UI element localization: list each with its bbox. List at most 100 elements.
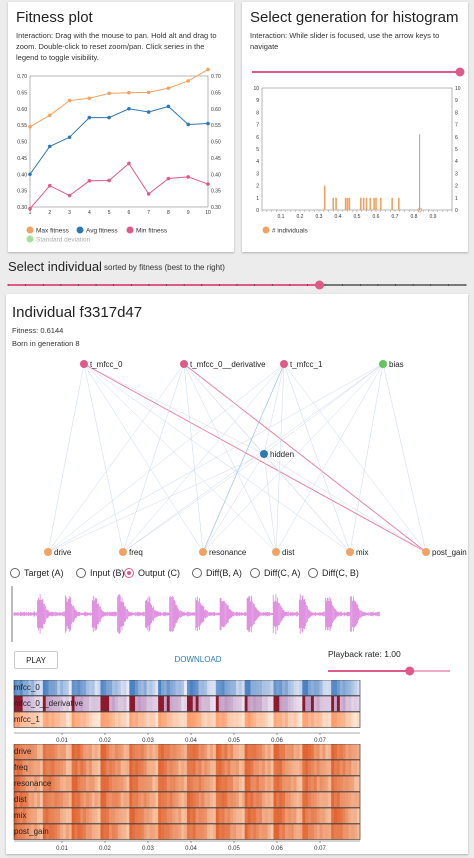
legend-label[interactable]: Avg fitness — [86, 228, 118, 235]
heatmap-cell — [91, 808, 96, 824]
data-point — [127, 106, 131, 111]
x-tick-label: 0.8 — [411, 214, 418, 220]
heatmap-cell — [117, 808, 121, 824]
heatmap-cell — [71, 792, 75, 808]
heatmap-cell — [88, 744, 93, 760]
heatmap-cell — [201, 712, 205, 728]
legend-swatch[interactable] — [26, 226, 34, 234]
heatmap-cell — [137, 744, 142, 760]
legend-swatch[interactable] — [126, 226, 134, 234]
heatmap-cell — [181, 776, 185, 792]
radio-option[interactable]: Target (A) — [10, 568, 64, 578]
generation-slider[interactable] — [242, 65, 468, 79]
plot-frame — [29, 75, 209, 208]
heatmap-cell — [106, 808, 110, 824]
radio-button[interactable] — [250, 568, 260, 578]
heatmap-cell — [91, 792, 96, 808]
heatmap-cell — [238, 680, 243, 696]
heatmap-cell — [60, 712, 64, 728]
heatmap-cell — [16, 760, 21, 776]
heatmap-cell — [112, 760, 116, 776]
radio-option[interactable]: Input (B) — [76, 568, 125, 578]
legend-label[interactable]: Max fitness — [36, 228, 70, 235]
rate-slider-thumb[interactable] — [405, 666, 415, 676]
heatmap-cell — [109, 696, 113, 712]
x-tick-label: 0.9 — [430, 214, 437, 220]
histogram-card: Select generation for histogram Interact… — [242, 2, 468, 252]
heatmap-cell — [39, 808, 44, 824]
heatmap-cell — [319, 696, 323, 712]
heatmap-cell — [19, 824, 23, 840]
histogram-bar — [348, 197, 351, 210]
heatmap-cell — [83, 712, 87, 728]
data-point — [67, 135, 72, 140]
heatmap-cell — [218, 808, 222, 824]
fitness-line-chart[interactable]: 0.30 0.30 0.35 0.35 0.40 0.40 0.45 0.45 0.50 0.50… — [8, 62, 234, 252]
heatmap-cell — [63, 808, 67, 824]
heatmap-cell — [302, 696, 306, 712]
heatmap-cell — [325, 696, 329, 712]
heatmap-cell — [97, 808, 101, 824]
heatmap-cell — [34, 824, 38, 840]
heatmap-cell — [238, 712, 243, 728]
waveform — [11, 586, 380, 642]
radio-button[interactable] — [10, 568, 20, 578]
radio-button[interactable] — [124, 568, 134, 578]
y-tick-label-left: 0.55 — [17, 123, 27, 129]
heatmap-cell — [146, 808, 150, 824]
heatmap-cell — [218, 776, 222, 792]
heatmap-cell — [28, 808, 32, 824]
heatmap-cell — [155, 776, 159, 792]
generation-slider-thumb[interactable] — [455, 67, 465, 77]
heatmap-cell — [126, 680, 130, 696]
heatmap-cell — [25, 744, 29, 760]
heatmap-cell — [109, 760, 113, 776]
connection — [202, 363, 285, 553]
heatmap-cell — [106, 760, 110, 776]
radio-button[interactable] — [192, 568, 202, 578]
radio-option[interactable]: Output (C) — [124, 568, 180, 578]
heatmap-cell — [210, 696, 214, 712]
playback-rate-slider[interactable] — [324, 664, 454, 678]
heatmap-cell — [230, 792, 234, 808]
heatmap-cell — [308, 792, 312, 808]
y-tick-label-left: 6 — [256, 135, 259, 141]
individual-slider[interactable] — [4, 278, 470, 292]
heatmap-cell — [103, 712, 107, 728]
radio-button[interactable] — [76, 568, 86, 578]
heatmap-cell — [322, 760, 326, 776]
radio-option[interactable]: Diff(C, A) — [250, 568, 300, 578]
x-tick-label: 5 — [108, 210, 111, 216]
heatmap-cell — [120, 696, 124, 712]
play-button[interactable]: PLAY — [14, 651, 58, 669]
heatmap-cell — [184, 792, 188, 808]
data-point — [146, 192, 151, 196]
heatmap-cell — [313, 808, 318, 824]
heatmap-cell — [178, 712, 182, 728]
legend-label[interactable]: Standard deviation — [36, 237, 91, 244]
radio-option[interactable]: Diff(B, A) — [192, 568, 242, 578]
legend-swatch[interactable] — [76, 226, 84, 234]
heatmap-cell — [357, 776, 361, 792]
legend-swatch[interactable] — [26, 235, 34, 243]
heatmap-cell — [123, 712, 127, 728]
legend-label[interactable]: Min fitness — [136, 228, 168, 235]
slider-thumb[interactable] — [314, 280, 324, 290]
radio-option[interactable]: Diff(C, B) — [308, 568, 359, 578]
heatmap-cell — [132, 792, 136, 808]
radio-button[interactable] — [308, 568, 318, 578]
heatmap-cell — [68, 776, 72, 792]
network-graph[interactable]: t_mfcc_0 t_mfcc_0__derivative t_mfcc_1 bias… — [6, 352, 468, 562]
heatmap-cell — [57, 792, 61, 808]
heatmap-cell — [129, 680, 133, 696]
heatmap-cell — [250, 808, 254, 824]
heatmap-cell — [319, 744, 323, 760]
heatmap-cell — [279, 760, 283, 776]
y-tick-label-left: 4 — [256, 159, 259, 165]
heatmap-cell — [244, 792, 248, 808]
histogram-chart[interactable]: 0 0 1 1 2 2 3 3 4 4 5 5 6 6 7 7 8 8 9 9 10 10 0.1 0.2 0.3 0.4 0.5 0… — [242, 82, 468, 242]
heatmap-cell — [328, 824, 332, 840]
download-button[interactable]: DOWNLOAD — [174, 655, 222, 664]
input-node-label: bias — [389, 360, 404, 369]
heatmap-cell — [112, 680, 116, 696]
